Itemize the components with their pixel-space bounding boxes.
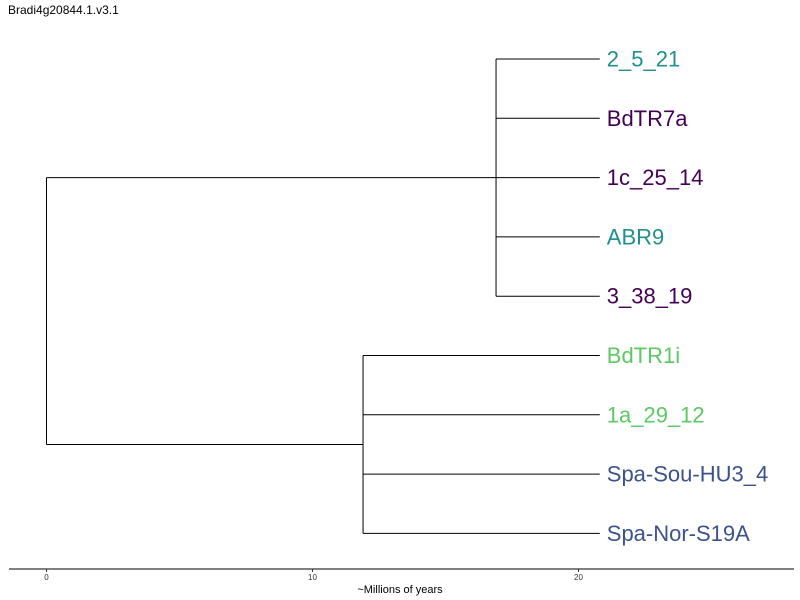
tree-branches bbox=[46, 58, 600, 534]
leaf-label: 1a_29_12 bbox=[607, 402, 705, 427]
axis-ticks: 0 10 20 bbox=[44, 569, 583, 582]
tree-leaf-labels: 2_5_21 BdTR7a 1c_25_14 ABR9 3_38_19 BdTR1i 1a_… bbox=[607, 47, 768, 546]
leaf-label: 3_38_19 bbox=[607, 284, 693, 309]
leaf-label: BdTR1i bbox=[607, 343, 680, 368]
axis-title: ~Millions of years bbox=[357, 584, 443, 596]
time-axis: 0 10 20 ~Millions of years bbox=[9, 568, 794, 596]
leaf-label: 2_5_21 bbox=[607, 47, 680, 72]
leaf-label: Spa-Sou-HU3_4 bbox=[607, 462, 768, 487]
leaf-label: ABR9 bbox=[607, 224, 664, 249]
axis-tick-label: 0 bbox=[44, 573, 49, 582]
figure-title: Bradi4g20844.1.v3.1 bbox=[8, 3, 119, 17]
leaf-label: Spa-Nor-S19A bbox=[607, 521, 750, 546]
axis-tick-label: 10 bbox=[308, 573, 317, 582]
leaf-label: BdTR7a bbox=[607, 106, 688, 131]
axis-tick-label: 20 bbox=[574, 573, 583, 582]
leaf-label: 1c_25_14 bbox=[607, 165, 704, 190]
